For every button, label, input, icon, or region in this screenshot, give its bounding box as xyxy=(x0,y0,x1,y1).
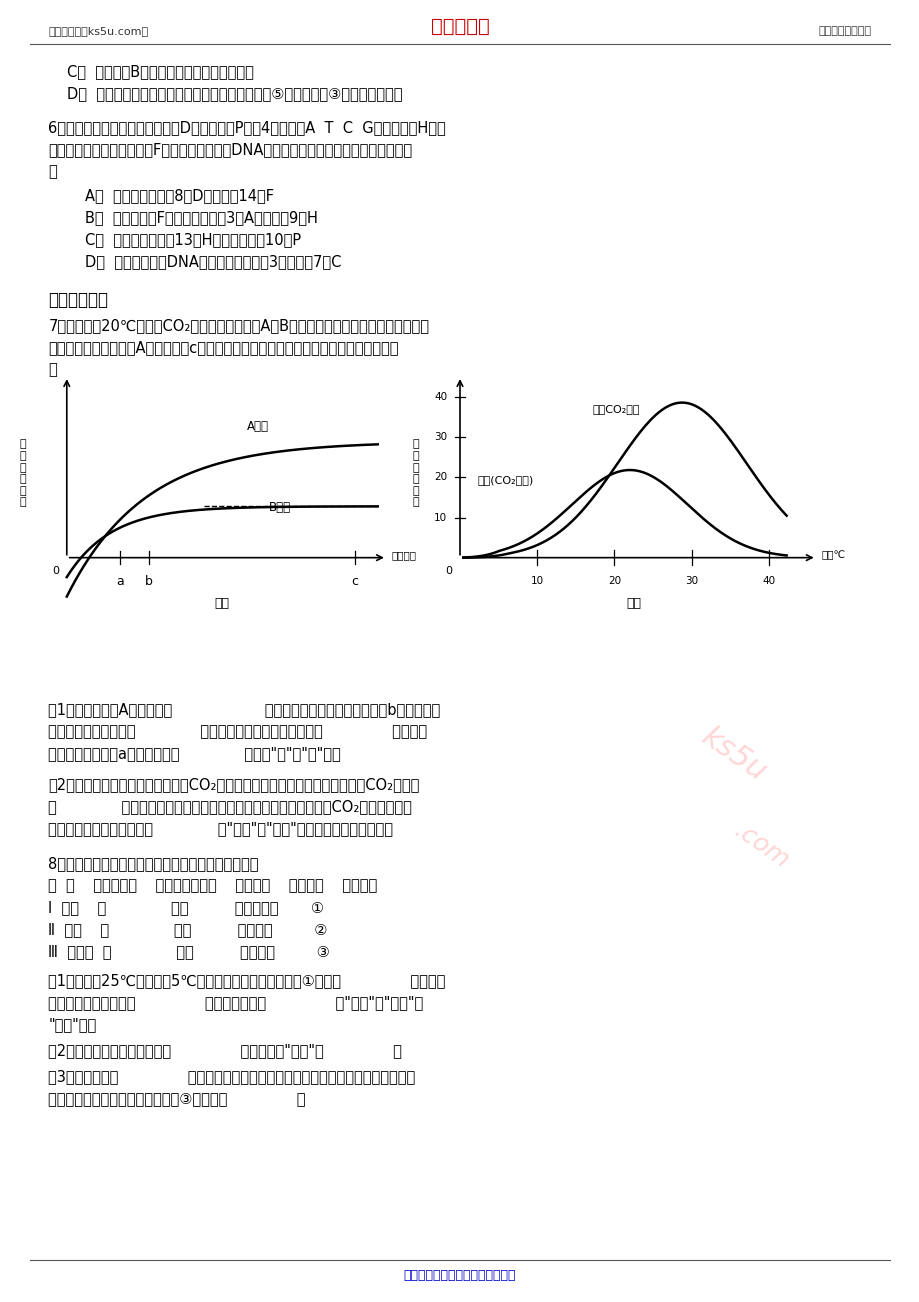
Text: 高考资源网: 高考资源网 xyxy=(430,17,489,35)
Text: 温度℃: 温度℃ xyxy=(821,549,845,560)
Text: 40: 40 xyxy=(762,575,775,586)
Text: 30: 30 xyxy=(434,432,447,443)
Text: C．  一个效应B细胞可以产生多种相应的抗体: C． 一个效应B细胞可以产生多种相应的抗体 xyxy=(67,64,254,79)
Text: .com: .com xyxy=(729,818,793,872)
Text: Ⅲ  神经元  丙              突触          肌肉细胞         ③: Ⅲ 神经元 丙 突触 肌肉细胞 ③ xyxy=(49,944,330,960)
Text: 您身边的高考专家: 您身边的高考专家 xyxy=(818,26,870,36)
Text: ，若某毒素阻止丙作用后的灭活，③的反应是               ．: ，若某毒素阻止丙作用后的灭活，③的反应是 ． xyxy=(49,1091,306,1105)
Text: 图甲: 图甲 xyxy=(214,596,230,609)
Text: c: c xyxy=(351,574,357,587)
Text: a: a xyxy=(116,574,123,587)
Text: 6．实验室提供足够的脱氧核糖（D）、磷酸（P）、4种碱基（A  T  C  G）、氢键（H）、: 6．实验室提供足够的脱氧核糖（D）、磷酸（P）、4种碱基（A T C G）、氢键… xyxy=(49,120,446,134)
Text: 30: 30 xyxy=(685,575,698,586)
Text: 磷酸与脱氧核糖之间的键（F）模型，分组制作DNA双螺旋结构模型．下面说法错误的是（: 磷酸与脱氧核糖之间的键（F）模型，分组制作DNA双螺旋结构模型．下面说法错误的是… xyxy=(49,142,413,156)
Text: 饱和CO₂浓度: 饱和CO₂浓度 xyxy=(592,405,639,414)
Text: 10: 10 xyxy=(530,575,543,586)
Text: D．  若用第二组的DNA为模板，连续复制3次，需要7个C: D． 若用第二组的DNA为模板，连续复制3次，需要7个C xyxy=(85,255,341,270)
Text: 物中光合强度较高的是              植株，上述差异是由植物本身的               决定的．: 物中光合强度较高的是 植株，上述差异是由植物本身的 决定的． xyxy=(49,724,427,738)
Text: D．  机体再次受到同种抗原刺激可在短时间内发生⑤反应，因为③过程可迅速完成: D． 机体再次受到同种抗原刺激可在短时间内发生⑤反应，因为③过程可迅速完成 xyxy=(67,86,402,102)
Text: 的              造成这一差异的主要原因是，在一定的温度范围内，随CO₂浓度和温度的: 的 造成这一差异的主要原因是，在一定的温度范围内，随CO₂浓度和温度的 xyxy=(49,799,412,814)
Text: Ⅰ  垂体    甲              血液          甲状腺细胞       ①: Ⅰ 垂体 甲 血液 甲状腺细胞 ① xyxy=(49,900,324,915)
Text: 若适当增加温度，a点的位置将向              移动（"左"或"右"）．: 若适当增加温度，a点的位置将向 移动（"左"或"右"）． xyxy=(49,746,341,760)
Text: 化的关系曲线，图乙是A植物在图甲c点的光照强度条件下测得的相关曲线．据图回答问题: 化的关系曲线，图乙是A植物在图甲c点的光照强度条件下测得的相关曲线．据图回答问题 xyxy=(49,340,399,355)
Text: ks5u: ks5u xyxy=(696,723,771,788)
Text: 0: 0 xyxy=(52,565,59,575)
Text: 光
合
作
用
强
度: 光 合 作 用 强 度 xyxy=(413,439,419,508)
Text: B．  第二组用的F与第一组相同及3个A，则需要9个H: B． 第二组用的F与第一组相同及3个A，则需要9个H xyxy=(85,211,318,225)
Text: （1）某人从25℃环境到－5℃的环境中，在甲的作用下，①表现为               分泌量增: （1）某人从25℃环境到－5℃的环境中，在甲的作用下，①表现为 分泌量增 xyxy=(49,973,446,988)
Text: 20: 20 xyxy=(607,575,620,586)
Text: A植株: A植株 xyxy=(247,419,269,432)
Text: "不变"）．: "不变"）． xyxy=(49,1017,96,1032)
Text: （1）图甲表明，A植物适宜在                    的环境中生存，在光照强度小于b时，两株植: （1）图甲表明，A植物适宜在 的环境中生存，在光照强度小于b时，两株植 xyxy=(49,702,440,717)
Text: 光照强度: 光照强度 xyxy=(391,549,416,560)
Text: 升高，呼吸作用增加的幅度              （"大于"或"小于"）光合作用增加的幅度．: 升高，呼吸作用增加的幅度 （"大于"或"小于"）光合作用增加的幅度． xyxy=(49,822,393,836)
Text: 类  型    细胞或器官    产生的信号分子    传递途径    受体细胞    细胞反应: 类 型 细胞或器官 产生的信号分子 传递途径 受体细胞 细胞反应 xyxy=(49,878,378,893)
Text: 10: 10 xyxy=(434,513,447,522)
Text: 加，此时他的耗氧量将               ，体内酶活性将               （"升高"、"降低"或: 加，此时他的耗氧量将 ，体内酶活性将 （"升高"、"降低"或 xyxy=(49,995,424,1010)
Text: ：: ： xyxy=(49,362,57,378)
Text: b: b xyxy=(145,574,153,587)
Text: 大气(CO₂浓度): 大气(CO₂浓度) xyxy=(477,475,533,486)
Text: Ⅱ  性腺    乙              血液          多种细胞         ②: Ⅱ 性腺 乙 血液 多种细胞 ② xyxy=(49,922,327,937)
Text: （2）比较图乙中两曲线可知，饱和CO₂浓度下获得最高产量的最适温度比大气CO₂浓度下: （2）比较图乙中两曲线可知，饱和CO₂浓度下获得最高产量的最适温度比大气CO₂浓… xyxy=(49,777,419,792)
Text: ）: ） xyxy=(49,164,57,178)
Text: 20: 20 xyxy=(434,473,447,483)
Text: 高考资源网（ks5u.com）: 高考资源网（ks5u.com） xyxy=(49,26,149,36)
Text: 7．图甲是在20℃、大气CO₂浓度条件下测得的A、B两种植物光合作用强度随光照强度变: 7．图甲是在20℃、大气CO₂浓度条件下测得的A、B两种植物光合作用强度随光照强… xyxy=(49,318,429,333)
Text: （3）丙的名称是               ，若丙能使肌肉细胞收缩，肌肉细胞膜外的电位变化是＿＿: （3）丙的名称是 ，若丙能使肌肉细胞收缩，肌肉细胞膜外的电位变化是＿＿ xyxy=(49,1069,415,1083)
Text: C．  第三组如果用去13个H，则最多需要10个P: C． 第三组如果用去13个H，则最多需要10个P xyxy=(85,233,301,247)
Text: B植株: B植株 xyxy=(268,500,290,513)
Text: A．  第一组如果用去8个D，则需要14个F: A． 第一组如果用去8个D，则需要14个F xyxy=(85,189,274,203)
Text: 0: 0 xyxy=(445,565,452,575)
Text: 光
合
作
用
强
度: 光 合 作 用 强 度 xyxy=(19,439,26,508)
Text: （2）乙的分泌是否受甲的调节               ，合成乙的"车间"是               ．: （2）乙的分泌是否受甲的调节 ，合成乙的"车间"是 ． xyxy=(49,1043,402,1057)
Text: 40: 40 xyxy=(434,392,447,402)
Text: 图乙: 图乙 xyxy=(626,596,641,609)
Text: 高考资源网版权所有，侵权必究！: 高考资源网版权所有，侵权必究！ xyxy=(403,1269,516,1282)
Text: 二、非选择题: 二、非选择题 xyxy=(49,290,108,309)
Text: 8．下表是人体三种类型的细胞信息传递，据表回答：: 8．下表是人体三种类型的细胞信息传递，据表回答： xyxy=(49,857,259,871)
